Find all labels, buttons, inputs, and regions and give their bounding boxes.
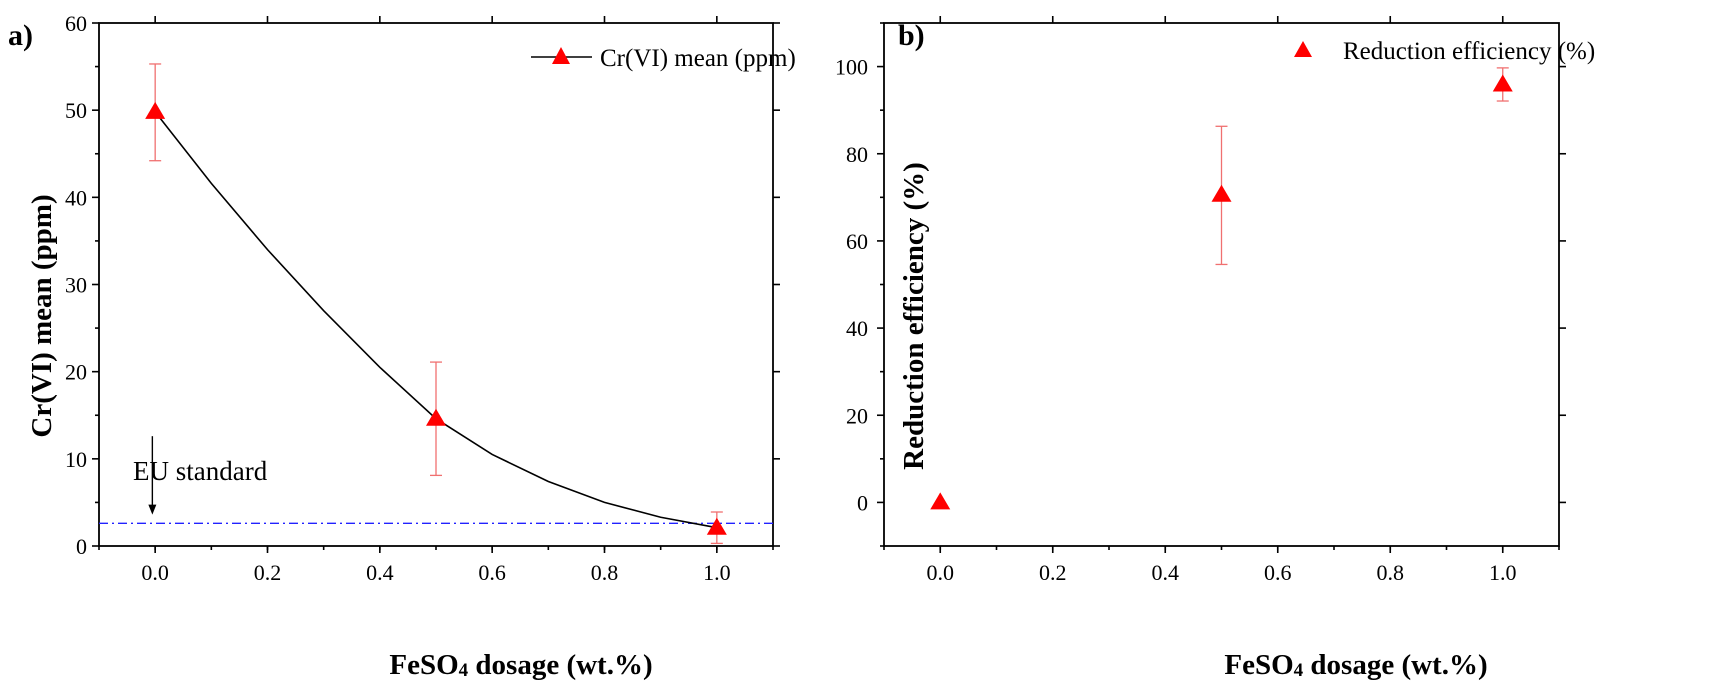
y-tick-label: 60 <box>846 229 868 254</box>
y-tick-label: 20 <box>846 403 868 428</box>
x-tick-label: 0.2 <box>1039 560 1067 585</box>
x-tick-label: 1.0 <box>703 560 731 585</box>
x-tick-label: 0.6 <box>478 560 506 585</box>
y-tick-label: 50 <box>65 98 87 123</box>
y-tick-label: 40 <box>65 185 87 210</box>
x-tick-label: 0.4 <box>1152 560 1180 585</box>
panel-b-x-axis-title: FeSO4 dosage (wt.%) <box>1224 649 1487 681</box>
panel-a-chart: a) 0.0 0.2 0.4 0.6 0.8 1.0 0 10 20 30 40 50 60 FeSO… <box>8 11 796 681</box>
x-tick-label: 0.0 <box>927 560 955 585</box>
panel-b-y-axis-title: Reduction efficiency (%) <box>898 162 930 470</box>
x-tick-label: 0.6 <box>1264 560 1292 585</box>
panel-b-y-ticks: 0 20 40 60 80 100 <box>835 22 1566 547</box>
plot-frame <box>883 22 1560 547</box>
y-tick-label: 30 <box>65 273 87 298</box>
panel-b-chart: b) 0.0 0.2 0.4 0.6 0.8 1.0 0 20 40 60 80 100 FeSO4… <box>835 16 1595 681</box>
panel-a-y-ticks: 0 10 20 30 40 50 60 <box>65 11 780 559</box>
data-point-triangle <box>706 517 727 535</box>
panel-b-legend-label: Reduction efficiency (%) <box>1343 38 1595 65</box>
panel-b-legend: Reduction efficiency (%) <box>1294 38 1595 65</box>
annotation-arrow-head <box>148 504 157 515</box>
y-tick-label: 40 <box>846 316 868 341</box>
data-point-triangle <box>426 408 446 426</box>
legend-triangle-icon <box>1294 41 1312 57</box>
legend-triangle-icon <box>552 47 570 64</box>
x-tick-label: 1.0 <box>1489 560 1517 585</box>
y-tick-label: 10 <box>65 447 87 472</box>
data-point-triangle <box>930 492 951 510</box>
x-tick-label: 0.2 <box>254 560 282 585</box>
y-tick-label: 0 <box>857 490 868 515</box>
data-point-triangle <box>1492 74 1513 92</box>
panel-b-label: b) <box>898 19 925 52</box>
panel-a-y-axis-title: Cr(VI) mean (ppm) <box>26 194 58 437</box>
data-point-triangle <box>145 101 166 119</box>
x-tick-label: 0.0 <box>141 560 169 585</box>
panel-a-x-ticks: 0.0 0.2 0.4 0.6 0.8 1.0 <box>98 16 774 585</box>
panel-a-annotation: EU standard <box>133 456 268 486</box>
eu-standard-label: EU standard <box>133 456 268 486</box>
panel-a-legend-label: Cr(VI) mean (ppm) <box>600 45 796 72</box>
panel-a-label: a) <box>8 19 33 52</box>
x-tick-label: 0.8 <box>591 560 619 585</box>
y-tick-label: 100 <box>835 55 868 80</box>
y-tick-label: 20 <box>65 360 87 385</box>
y-tick-label: 0 <box>76 534 87 559</box>
panel-a-legend: Cr(VI) mean (ppm) <box>531 45 796 72</box>
panel-b-x-ticks: 0.0 0.2 0.4 0.6 0.8 1.0 <box>883 16 1560 585</box>
x-tick-label: 0.4 <box>366 560 394 585</box>
panel-a-x-axis-title: FeSO4 dosage (wt.%) <box>389 649 652 681</box>
x-tick-label: 0.8 <box>1377 560 1405 585</box>
data-point-triangle <box>1211 184 1232 202</box>
panel-b-plot-area <box>883 22 1560 547</box>
y-tick-label: 60 <box>65 11 87 36</box>
y-tick-label: 80 <box>846 142 868 167</box>
